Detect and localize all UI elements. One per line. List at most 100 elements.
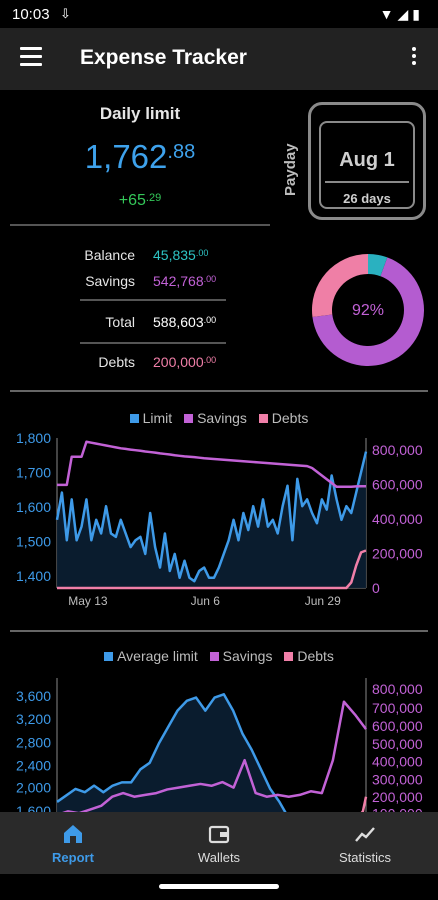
allocation-donut: 92% [312, 254, 424, 366]
daily-limit-title: Daily limit [99, 104, 181, 123]
daily-limit-value: 1,762.88 [10, 138, 270, 176]
payday-days: 26 days [343, 191, 391, 206]
right-tick-label: 400,000 [372, 754, 423, 770]
balance-value: 45,835.00 [153, 247, 208, 263]
legend-label: Limit [142, 410, 173, 426]
legend-label: Average limit [117, 648, 198, 664]
nav-wallets[interactable]: Wallets [146, 812, 292, 874]
right-tick-label: 500,000 [372, 736, 423, 752]
trend-icon [355, 827, 375, 842]
nav-wallets-label: Wallets [197, 850, 241, 865]
left-tick-label: 3,200 [16, 711, 51, 727]
gesture-area [0, 874, 438, 900]
right-tick-label: 300,000 [372, 771, 423, 787]
savings-decimal: .00 [203, 274, 217, 284]
limit-chart[interactable]: 1,800 1,700 1,600 1,500 1,400 800,000 600,000 4… [0, 428, 438, 618]
series-line-savings [62, 700, 367, 812]
nav-report[interactable]: Report [0, 812, 146, 874]
divider [80, 299, 226, 301]
legend-label: Debts [271, 410, 309, 426]
section-divider [10, 630, 428, 632]
status-bar: 10:03 ⇩ ▼◢▮ [0, 0, 438, 28]
x-tick-label: Jun 29 [305, 594, 341, 608]
bottom-nav: Report Wallets Statistics [0, 812, 438, 874]
divider [80, 342, 226, 344]
x-tick-label: Jun 6 [191, 594, 221, 608]
wallet-icon [208, 825, 230, 844]
left-tick-label: 1,700 [16, 465, 51, 481]
total-label: Total [105, 314, 135, 330]
chart1-legend: Limit Savings Debts [0, 410, 438, 426]
right-tick-label: 0 [372, 580, 380, 596]
right-tick-label: 700,000 [372, 700, 423, 716]
legend-item-average-limit: Average limit [104, 648, 198, 664]
payday-date: Aug 1 [339, 149, 395, 171]
balance-main: 45,835 [153, 247, 196, 263]
right-tick-label: 800,000 [372, 442, 423, 458]
payday-label: Payday [282, 143, 299, 196]
total-value: 588,603.00 [153, 314, 216, 330]
x-tick-label: May 13 [68, 594, 108, 608]
left-tick-label: 1,600 [16, 499, 51, 515]
series-line-debts [360, 796, 368, 812]
payday-card[interactable]: Aug 1 26 days [308, 102, 426, 220]
right-tick-label: 400,000 [372, 511, 423, 527]
nav-statistics[interactable]: Statistics [292, 812, 438, 874]
donut-slice-balance [368, 254, 388, 277]
delta-main: +65 [118, 192, 146, 209]
divider [10, 224, 270, 226]
payday-divider [325, 181, 409, 183]
left-tick-label: 2,400 [16, 758, 51, 774]
debts-decimal: .00 [203, 355, 217, 365]
legend-item-savings: Savings [209, 648, 273, 664]
donut-slice-savings [312, 257, 424, 366]
calendar-icon [319, 121, 415, 209]
home-gesture-bar[interactable] [159, 884, 279, 889]
savings-main: 542,768 [153, 273, 204, 289]
series-area-average-limit [57, 694, 286, 812]
chart2-legend: Average limit Savings Debts [0, 648, 438, 664]
left-tick-label: 3,600 [16, 688, 51, 704]
daily-limit-delta: +65.29 [10, 192, 270, 210]
legend-item-limit: Limit [129, 410, 173, 426]
debts-main: 200,000 [153, 354, 204, 370]
download-icon: ⇩ [60, 6, 71, 21]
right-tick-label: 200,000 [372, 789, 423, 805]
left-tick-label: 1,600 [16, 803, 51, 812]
legend-label: Debts [297, 648, 334, 664]
right-tick-label: 100,000 [372, 806, 423, 812]
total-main: 588,603 [153, 314, 204, 330]
left-tick-label: 1,400 [16, 568, 51, 584]
average-limit-chart[interactable]: 3,600 3,200 2,800 2,400 2,000 1,600 800,000 700… [0, 670, 438, 812]
left-tick-label: 2,800 [16, 734, 51, 750]
left-tick-label: 1,500 [16, 534, 51, 550]
home-icon [64, 825, 82, 843]
debts-value: 200,000.00 [153, 354, 216, 370]
app-title: Expense Tracker [80, 46, 247, 69]
series-line-debts [57, 549, 367, 590]
series-line-average-limit [56, 693, 287, 812]
donut-percent: 92% [352, 302, 384, 319]
legend-item-debts: Debts [284, 648, 334, 664]
daily-limit-decimal: .88 [167, 141, 196, 163]
menu-icon[interactable] [20, 47, 42, 69]
right-tick-label: 600,000 [372, 477, 423, 493]
balance-label: Balance [84, 247, 135, 263]
app-bar: Expense Tracker [0, 28, 438, 90]
nav-report-label: Report [52, 850, 94, 865]
right-tick-label: 600,000 [372, 718, 423, 734]
donut-slice-debts [312, 254, 368, 318]
left-tick-label: 2,000 [16, 780, 51, 796]
wifi-battery-icon: ▼◢▮ [379, 6, 424, 22]
legend-item-savings: Savings [184, 410, 247, 426]
balance-decimal: .00 [195, 248, 209, 258]
right-tick-label: 200,000 [372, 546, 423, 562]
savings-value: 542,768.00 [153, 273, 216, 289]
legend-label: Savings [222, 648, 273, 664]
series-line-savings [57, 440, 366, 488]
more-options-icon[interactable] [404, 44, 424, 72]
daily-limit-main: 1,762 [84, 138, 168, 175]
series-area-limit [57, 451, 366, 588]
series-line-limit [55, 451, 368, 583]
savings-label: Savings [85, 273, 135, 289]
